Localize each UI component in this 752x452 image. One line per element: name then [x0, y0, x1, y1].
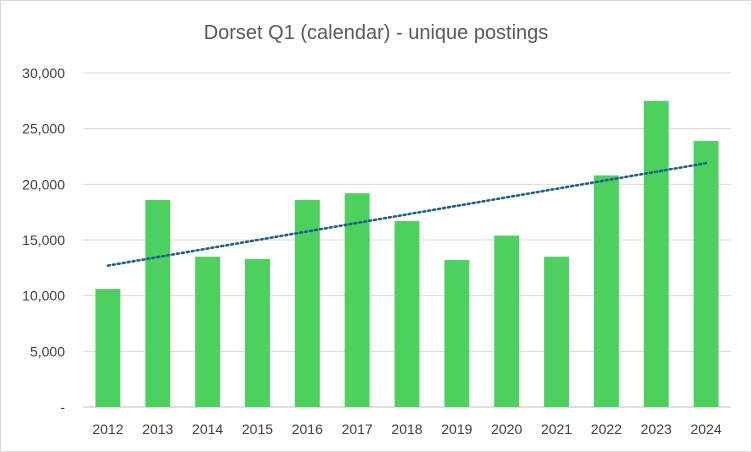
x-tick-label: 2012: [92, 421, 123, 437]
trendline-group: [106, 161, 708, 267]
x-tick-label: 2021: [541, 421, 572, 437]
x-tick-label: 2023: [641, 421, 672, 437]
x-tick-label: 2024: [690, 421, 721, 437]
chart-title: Dorset Q1 (calendar) - unique postings: [204, 22, 549, 44]
bar-2014: [195, 256, 221, 407]
bar-2015: [245, 258, 270, 407]
x-tick-label: 2014: [192, 421, 223, 437]
x-tick-label: 2015: [242, 421, 273, 437]
y-tick-label: 10,000: [22, 288, 65, 304]
bar-2018: [394, 221, 420, 407]
bar-2012: [95, 288, 121, 407]
x-axis-ticks: 2012 2013 2014 2015 2016 2017 2018 2019 2020 2021…: [92, 421, 722, 437]
bar-2023: [643, 100, 669, 407]
bar-2024: [693, 140, 719, 407]
y-tick-label: 30,000: [22, 65, 65, 81]
y-axis-ticks: - 5,000 10,000 15,000 20,000 25,000 30,000: [22, 65, 65, 415]
x-tick-label: 2016: [292, 421, 323, 437]
x-tick-label: 2013: [142, 421, 173, 437]
x-tick-label: 2022: [591, 421, 622, 437]
trendline: [106, 161, 708, 267]
x-tick-label: 2018: [391, 421, 422, 437]
bar-2013: [145, 199, 171, 407]
x-tick-label: 2019: [441, 421, 472, 437]
y-tick-label: -: [60, 399, 65, 415]
x-tick-label: 2020: [491, 421, 522, 437]
y-tick-label: 5,000: [30, 343, 65, 359]
bar-2017: [344, 193, 370, 407]
bar-2016: [294, 199, 320, 407]
x-tick-label: 2017: [342, 421, 373, 437]
bar-2021: [544, 256, 569, 407]
y-tick-label: 25,000: [22, 121, 65, 137]
bar-2019: [444, 260, 470, 407]
y-tick-label: 20,000: [22, 176, 65, 192]
bar-2020: [494, 235, 520, 407]
bars: [95, 100, 719, 407]
bar-2022: [593, 175, 619, 407]
y-tick-label: 15,000: [22, 232, 65, 248]
